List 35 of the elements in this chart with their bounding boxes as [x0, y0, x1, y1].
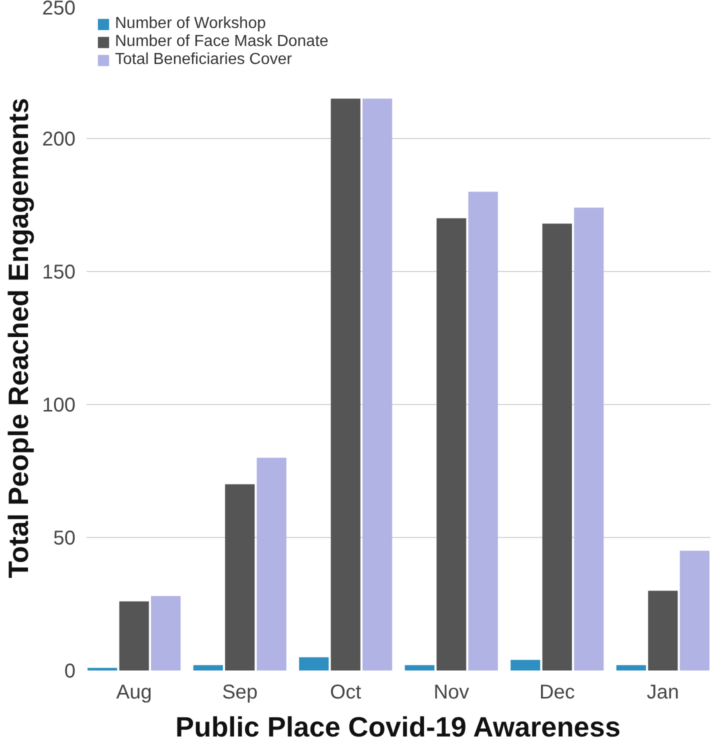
bar — [193, 665, 223, 670]
y-tick-label: 0 — [64, 660, 76, 682]
legend-label: Number of Workshop — [115, 15, 266, 33]
bar — [468, 192, 498, 670]
legend-label: Total Beneficiaries Cover — [115, 51, 292, 69]
x-tick-label: Aug — [116, 682, 152, 704]
y-tick-label: 250 — [42, 0, 76, 20]
x-tick-label: Dec — [539, 682, 575, 704]
bar — [88, 668, 118, 670]
bar — [436, 218, 466, 670]
bar — [404, 665, 434, 670]
x-tick-label: Sep — [222, 682, 258, 704]
y-axis-title: Total People Reached Engagements — [3, 98, 34, 578]
bar — [362, 98, 392, 670]
bar — [574, 208, 604, 670]
bar — [330, 98, 360, 670]
bar — [151, 596, 181, 670]
bar — [542, 224, 572, 670]
bar — [119, 601, 149, 670]
legend-label: Number of Face Mask Donate — [115, 33, 328, 51]
bar — [510, 660, 540, 670]
y-tick-label: 100 — [42, 394, 76, 416]
bar — [299, 657, 329, 670]
y-tick-label: 200 — [42, 128, 76, 150]
y-tick-label: 50 — [53, 528, 76, 550]
bar — [256, 458, 286, 670]
x-axis-title: Public Place Covid-19 Awareness — [175, 712, 621, 742]
bar — [648, 590, 678, 670]
x-tick-label: Oct — [330, 682, 362, 704]
x-tick-label: Jan — [646, 682, 680, 704]
bar — [225, 484, 255, 670]
bar — [680, 550, 710, 670]
x-tick-label: Nov — [434, 682, 470, 704]
bar — [616, 665, 646, 670]
y-tick-label: 150 — [42, 262, 76, 284]
